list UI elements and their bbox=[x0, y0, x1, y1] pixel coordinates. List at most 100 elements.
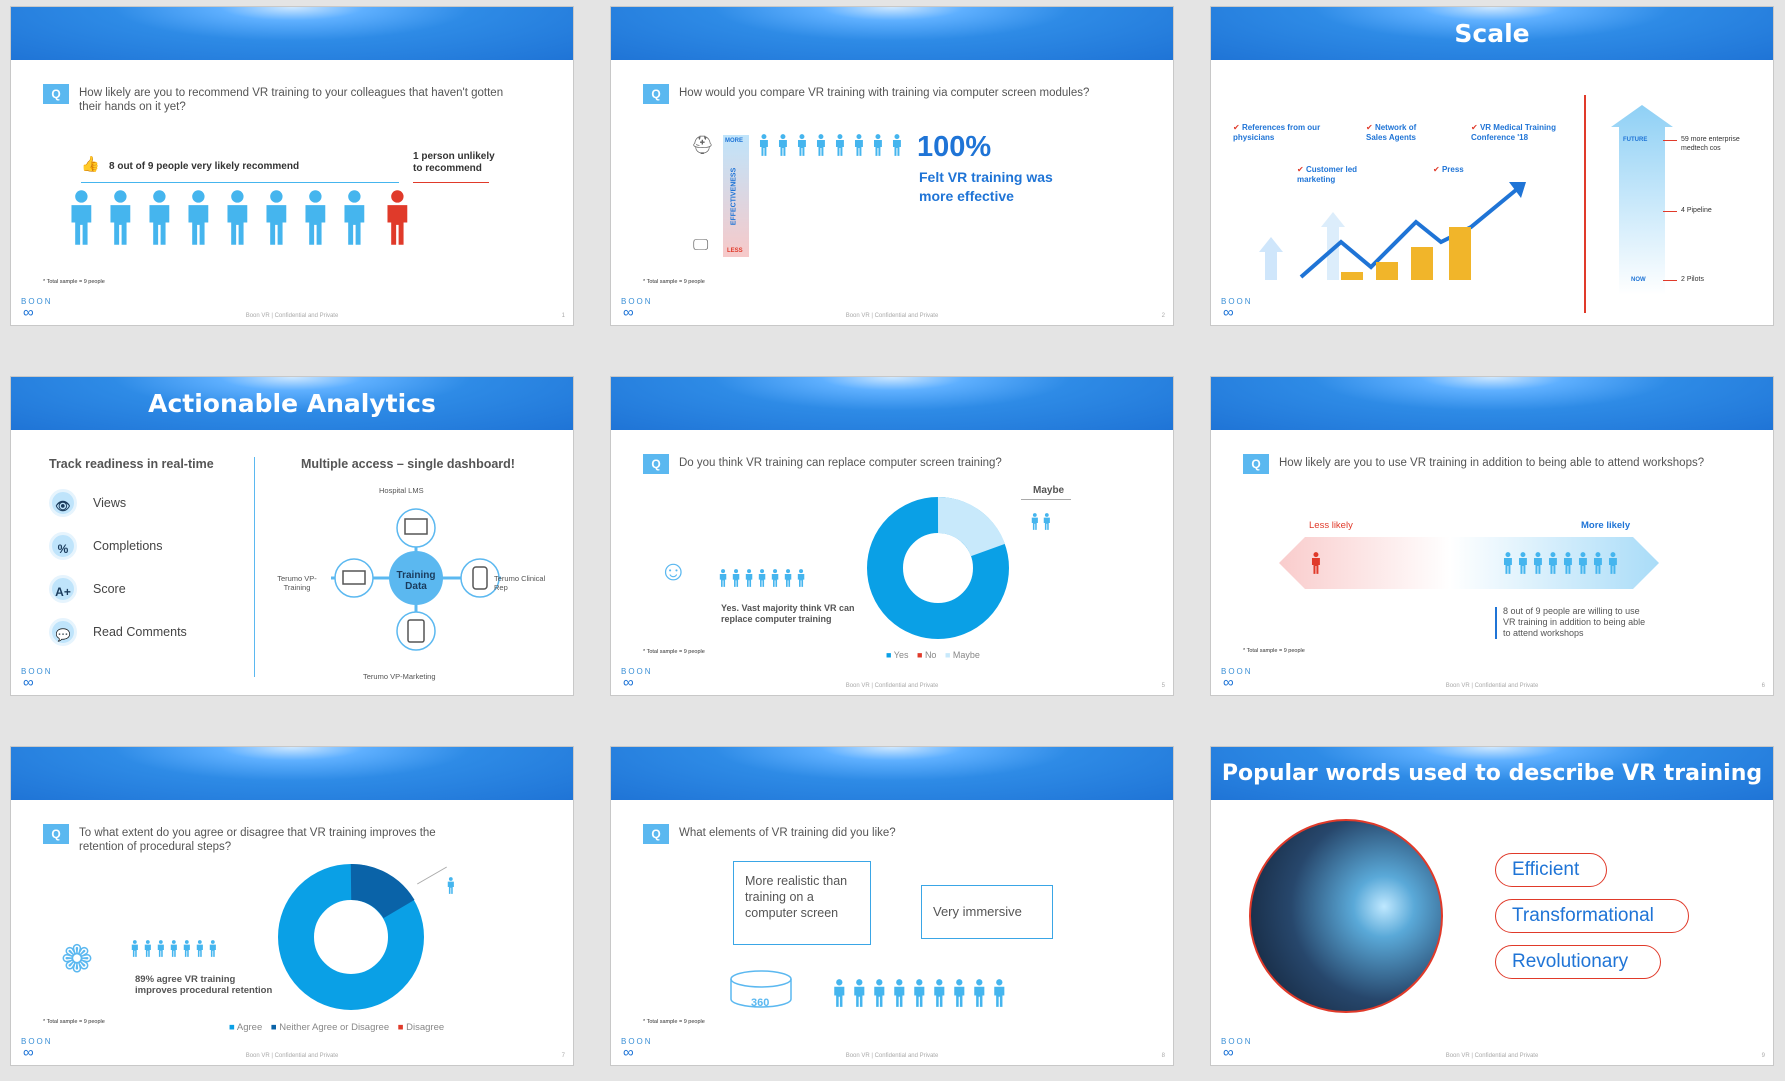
slide-9[interactable]: Popular words used to describe VR traini… bbox=[1210, 746, 1774, 1066]
page-number: 2 bbox=[1161, 313, 1165, 319]
question-text: How likely are you to use VR training in… bbox=[1279, 457, 1705, 469]
word-pill: Transformational bbox=[1495, 899, 1689, 933]
slide-title: Popular words used to describe VR traini… bbox=[1221, 761, 1763, 786]
person-icon bbox=[994, 979, 1005, 1007]
person-icon bbox=[131, 940, 138, 957]
person-icon bbox=[784, 569, 792, 587]
person-icon bbox=[1503, 552, 1512, 574]
person-icon bbox=[894, 979, 905, 1007]
page-number: 8 bbox=[1161, 1053, 1165, 1059]
chart-legend: ■ Yes ■ No ■ Maybe bbox=[886, 650, 980, 660]
tick bbox=[1663, 140, 1677, 141]
yes-label: Yes. Vast majority think VR can replace … bbox=[721, 603, 855, 624]
slide-banner bbox=[611, 747, 1173, 800]
node-label: Terumo VP-Training bbox=[277, 574, 317, 592]
boon-logo: BOON bbox=[21, 297, 53, 306]
metric-label: Completions bbox=[93, 539, 163, 553]
footer-text: Boon VR | Confidential and Private bbox=[245, 1053, 339, 1059]
page-number: 1 bbox=[561, 313, 565, 319]
red-divider bbox=[1584, 95, 1586, 313]
infinity-icon: ∞ bbox=[23, 304, 34, 321]
person-icon bbox=[771, 569, 779, 587]
person-icon bbox=[144, 940, 151, 957]
person-icon bbox=[1518, 552, 1527, 574]
vr-360-label: 360 bbox=[751, 997, 770, 1009]
axis-label: EFFECTIVENESS bbox=[730, 167, 738, 226]
q-badge: Q bbox=[43, 84, 69, 104]
slide-6[interactable]: Q How likely are you to use VR training … bbox=[1210, 376, 1774, 696]
slide-banner bbox=[611, 377, 1173, 430]
metric-icon: 👁 bbox=[49, 489, 77, 517]
footer-text: Boon VR | Confidential and Private bbox=[245, 313, 339, 319]
left-heading: Track readiness in real-time bbox=[49, 457, 214, 471]
infinity-icon: ∞ bbox=[23, 674, 34, 691]
vr-headset-icon: ⛑ bbox=[691, 135, 714, 155]
person-icon bbox=[797, 134, 806, 156]
person-icon bbox=[1031, 513, 1038, 530]
question-text: Do you think VR training can replace com… bbox=[679, 457, 1002, 469]
slide-8[interactable]: Q What elements of VR training did you l… bbox=[610, 746, 1174, 1066]
likelihood-arrow bbox=[1279, 537, 1659, 589]
metric-label: Read Comments bbox=[93, 625, 187, 639]
slide-7[interactable]: Q To what extent do you agree or disagre… bbox=[10, 746, 574, 1066]
bubble-2-text: Very immersive bbox=[933, 904, 1022, 919]
person-icon bbox=[834, 979, 845, 1007]
slide-banner bbox=[611, 7, 1173, 60]
person-icon bbox=[778, 134, 787, 156]
person-icon bbox=[1578, 552, 1587, 574]
person-icon bbox=[914, 979, 925, 1007]
timeline-label: 2 Pilots bbox=[1681, 276, 1704, 283]
speech-bubble-2 bbox=[921, 885, 1053, 939]
person-icon bbox=[344, 190, 365, 245]
tick bbox=[1663, 211, 1677, 212]
more-likely-label: More likely bbox=[1581, 520, 1631, 531]
footer-text: Boon VR | Confidential and Private bbox=[845, 683, 939, 689]
person-icon bbox=[874, 979, 885, 1007]
person-icon bbox=[759, 134, 768, 156]
boon-logo: BOON bbox=[1221, 297, 1253, 306]
person-icon bbox=[854, 134, 863, 156]
sample-note: * Total sample = 9 people bbox=[43, 279, 105, 285]
node-label: Terumo VP-Marketing bbox=[363, 672, 436, 681]
slide-2[interactable]: Q How would you compare VR training with… bbox=[610, 6, 1174, 326]
person-icon bbox=[1533, 552, 1542, 574]
footer-text: Boon VR | Confidential and Private bbox=[1445, 683, 1539, 689]
brain-icon: ❁ bbox=[61, 939, 93, 981]
person-icon bbox=[732, 569, 740, 587]
scale-item: ✔ Network of Sales Agents bbox=[1366, 123, 1417, 142]
person-icon bbox=[974, 979, 985, 1007]
footer-text: Boon VR | Confidential and Private bbox=[1445, 1053, 1539, 1059]
q-badge: Q bbox=[643, 84, 669, 104]
slide-5[interactable]: Q Do you think VR training can replace c… bbox=[610, 376, 1174, 696]
question-text: How likely are you to recommend VR train… bbox=[79, 87, 504, 113]
maybe-line bbox=[1021, 499, 1071, 500]
metric-label: Score bbox=[93, 582, 126, 596]
infinity-icon: ∞ bbox=[1223, 674, 1234, 691]
scale-item: ✔ Customer led marketing bbox=[1297, 165, 1358, 184]
slide-3[interactable]: Scale ✔ References from our physicians ✔… bbox=[1210, 6, 1774, 326]
person-icon bbox=[196, 940, 203, 957]
boon-logo: BOON bbox=[21, 667, 53, 676]
scale-item: ✔ Press bbox=[1433, 165, 1464, 174]
question-text: What elements of VR training did you lik… bbox=[679, 827, 896, 839]
q-badge: Q bbox=[643, 824, 669, 844]
slide-1[interactable]: Q How likely are you to recommend VR tra… bbox=[10, 6, 574, 326]
node-label: Hospital LMS bbox=[379, 486, 424, 495]
person-icon bbox=[816, 134, 825, 156]
thumbs-up-icon: 👍 bbox=[81, 156, 100, 173]
person-icon bbox=[934, 979, 945, 1007]
big-percentage: 100% bbox=[917, 131, 992, 163]
sample-note: * Total sample = 9 people bbox=[643, 1019, 705, 1025]
infinity-icon: ∞ bbox=[623, 304, 634, 321]
slide-4[interactable]: Actionable Analytics Track readiness in … bbox=[10, 376, 574, 696]
less-likely-label: Less likely bbox=[1309, 520, 1353, 531]
slide-banner bbox=[11, 377, 573, 430]
person-icon bbox=[1311, 552, 1320, 574]
future-label: FUTURE bbox=[1623, 137, 1648, 143]
boon-logo: BOON bbox=[1221, 1037, 1253, 1046]
vr-user-photo bbox=[1249, 819, 1443, 1013]
person-icon bbox=[1563, 552, 1572, 574]
metric-label: Views bbox=[93, 496, 127, 510]
unlikely-underline bbox=[413, 182, 489, 183]
slide-banner bbox=[1211, 747, 1773, 800]
